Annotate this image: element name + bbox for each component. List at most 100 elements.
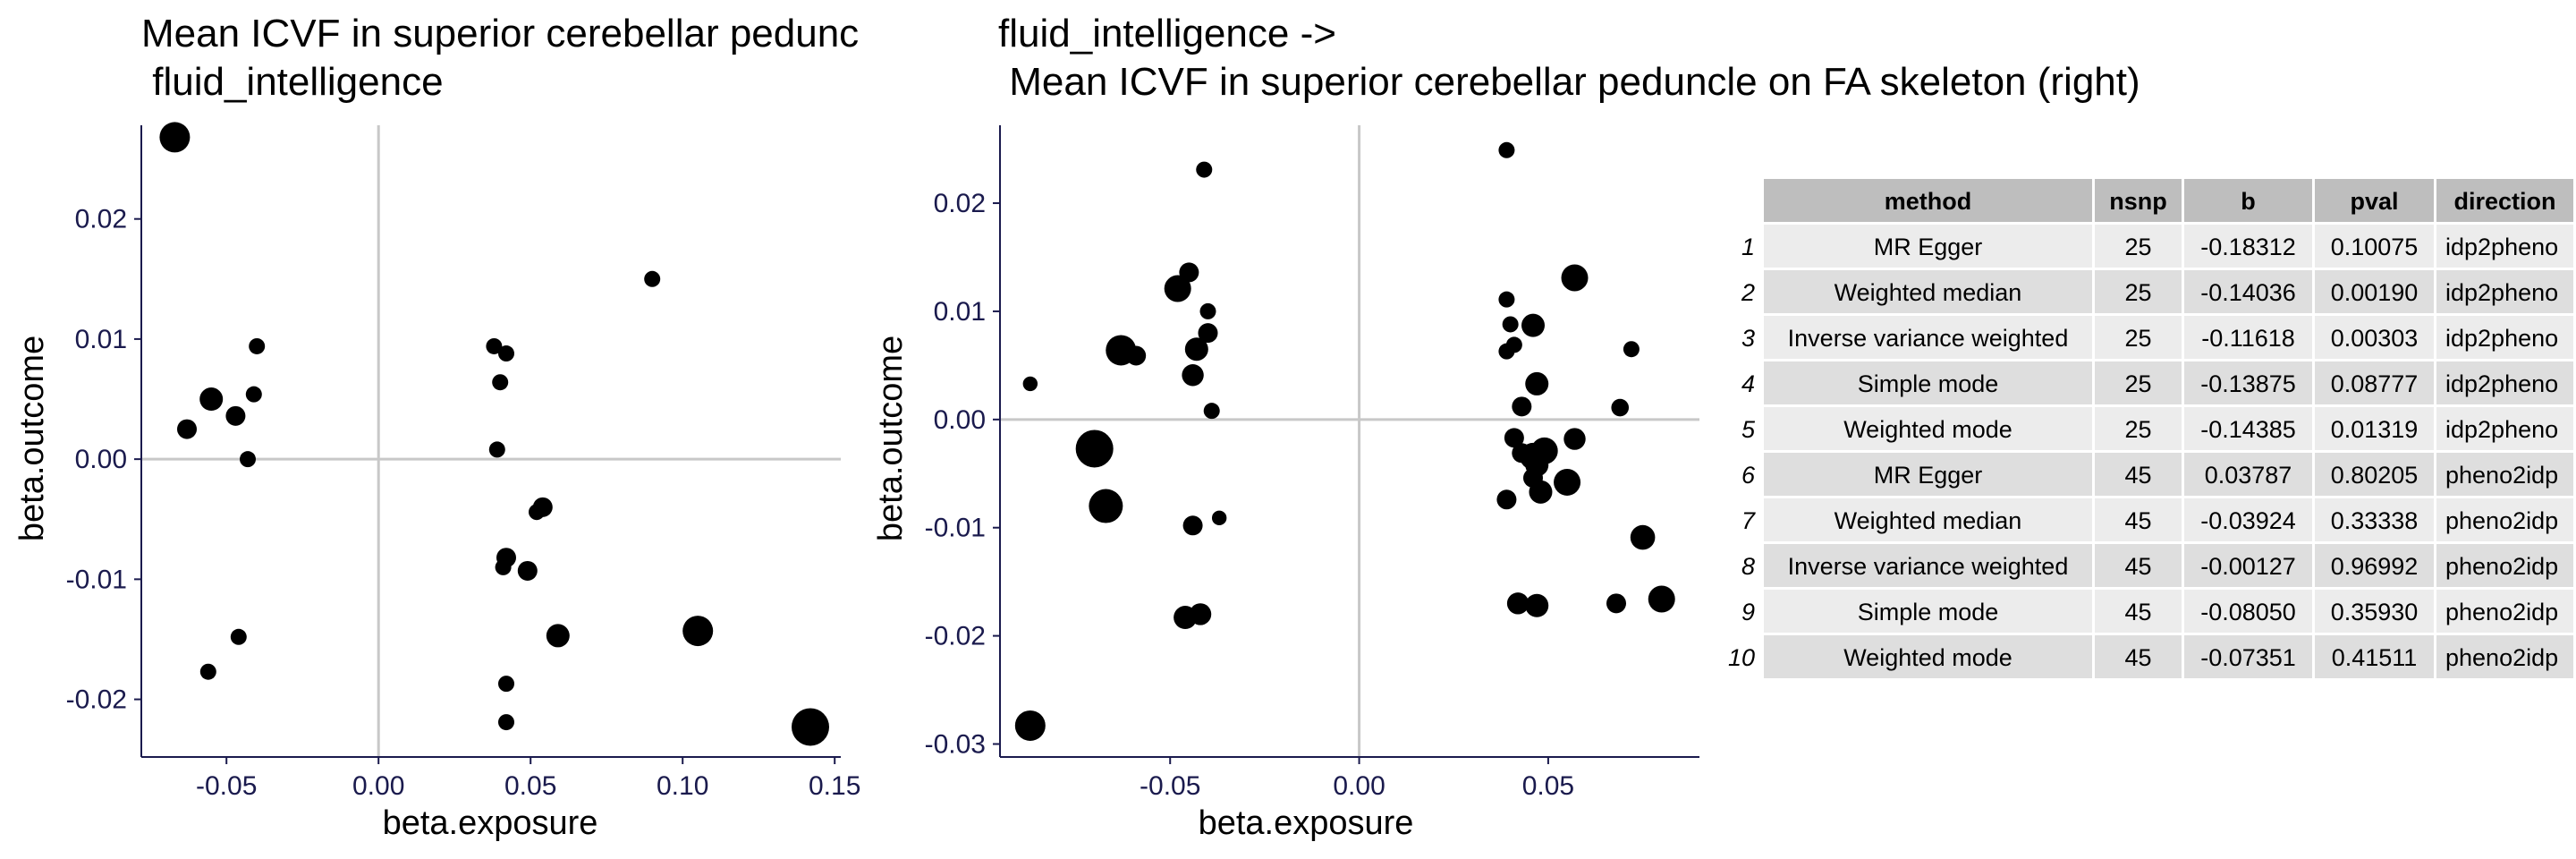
- table-cell: [2436, 316, 2573, 359]
- table-cell: [2095, 316, 2182, 359]
- panel1-data-point: [177, 419, 197, 439]
- table-cell-text: -0.03924: [2200, 507, 2296, 534]
- panel2-data-point: [1561, 264, 1589, 292]
- table-cell-text: 0.33338: [2331, 507, 2419, 534]
- table-cell-text: pheno2idp: [2445, 462, 2558, 489]
- table-row-number: 9: [1741, 599, 1755, 625]
- table-cell-text: 25: [2124, 234, 2151, 260]
- table-cell: [1764, 590, 2092, 633]
- table-cell-text: idp2pheno: [2445, 279, 2558, 306]
- table-cell-text: 0.00303: [2331, 325, 2419, 352]
- table-cell: [2436, 453, 2573, 496]
- panel2-data-point: [1184, 337, 1208, 361]
- panel2-data-point: [1182, 515, 1203, 536]
- table-cell-text: pheno2idp: [2445, 599, 2558, 625]
- table-cell: [2184, 498, 2312, 541]
- table-cell-text: 45: [2124, 507, 2151, 534]
- table-cell-text: Weighted median: [1835, 507, 2022, 534]
- table-cell-text: MR Egger: [1874, 234, 1983, 260]
- table-cell-text: MR Egger: [1874, 462, 1983, 489]
- panel1-data-point: [225, 405, 246, 426]
- panel2-x-axis-label: beta.exposure: [1199, 804, 1414, 842]
- table-cell: [2315, 498, 2434, 541]
- panel2-data-point: [1502, 316, 1519, 333]
- table-cell: [2095, 498, 2182, 541]
- table-cell-text: -0.07351: [2200, 644, 2296, 671]
- table-cell: [1764, 635, 2092, 678]
- table-cell: [2315, 544, 2434, 587]
- panel2-y-tick-label: 0.01: [934, 297, 986, 327]
- table-row-number: 2: [1741, 279, 1755, 306]
- panel2-data-point: [1496, 489, 1517, 510]
- panel2-data-point: [1211, 510, 1227, 526]
- panel2-data-point: [1189, 603, 1212, 625]
- panel1-data-point: [488, 441, 505, 458]
- table-cell-text: 45: [2124, 553, 2151, 580]
- table-cell: [1764, 361, 2092, 404]
- table-cell: [2315, 635, 2434, 678]
- panel1-data-point: [492, 374, 509, 391]
- panel2-data-point: [1196, 161, 1213, 178]
- panel1-data-point: [486, 337, 503, 354]
- table-cell: [2184, 225, 2312, 268]
- table-cell-text: 45: [2124, 644, 2151, 671]
- panel2-data-point: [1606, 593, 1627, 614]
- table-cell-text: 0.01319: [2331, 416, 2419, 443]
- table-cell-text: -0.08050: [2200, 599, 2296, 625]
- table-cell: [2184, 590, 2312, 633]
- table-cell-text: -0.14385: [2200, 416, 2296, 443]
- table-cell-text: 45: [2124, 599, 2151, 625]
- panel2-data-point: [1014, 710, 1046, 741]
- table-cell: [2184, 544, 2312, 587]
- panel1-data-point: [792, 708, 829, 746]
- panel1-y-tick-label: 0.02: [75, 205, 127, 234]
- table-header-label: method: [1885, 188, 1972, 215]
- table-cell: [2095, 225, 2182, 268]
- panel2-y-tick-label: -0.02: [925, 622, 986, 651]
- table-cell-text: 0.10075: [2331, 234, 2419, 260]
- table-cell-text: idp2pheno: [2445, 325, 2558, 352]
- table-cell-text: 0.35930: [2331, 599, 2419, 625]
- panel2-title-line2: Mean ICVF in superior cerebellar peduncl…: [998, 60, 2140, 104]
- panel2-data-point: [1525, 371, 1549, 395]
- table-cell: [2315, 590, 2434, 633]
- table-cell-text: 0.08777: [2331, 370, 2419, 397]
- table-header-cell: [2095, 179, 2182, 222]
- panel2-data-point: [1198, 323, 1218, 344]
- table-cell: [1764, 270, 2092, 313]
- table-cell-text: 25: [2124, 370, 2151, 397]
- panel2-data-point: [1504, 428, 1524, 448]
- table-cell: [2315, 316, 2434, 359]
- table-cell: [2436, 544, 2573, 587]
- panel2-data-point: [1164, 275, 1191, 302]
- table-cell-text: -0.14036: [2200, 279, 2296, 306]
- table-cell: [1764, 225, 2092, 268]
- table-cell-text: -0.13875: [2200, 370, 2296, 397]
- table-header-cell: [2315, 179, 2434, 222]
- table-cell-text: 45: [2124, 462, 2151, 489]
- panel2-data-point: [1623, 341, 1640, 358]
- panel2-data-point: [1089, 489, 1123, 523]
- table-cell: [2315, 225, 2434, 268]
- panel2-data-point: [1505, 336, 1522, 353]
- panel1-x-tick-label: 0.15: [809, 771, 860, 801]
- table-row-number: 3: [1741, 325, 1755, 352]
- panel1-title-line1: Mean ICVF in superior cerebellar peduncl…: [141, 12, 1319, 55]
- panel2-data-point: [1554, 468, 1581, 496]
- table-cell-text: idp2pheno: [2445, 416, 2558, 443]
- panel1-x-tick-label: 0.00: [352, 771, 404, 801]
- panel2-data-point: [1126, 345, 1147, 366]
- panel2-data-point: [1182, 364, 1204, 387]
- panel1-data-point: [245, 386, 262, 403]
- table-header-cell: [1764, 179, 2092, 222]
- table-cell: [2315, 407, 2434, 450]
- panel2-data-point: [1611, 398, 1630, 417]
- panel2-plot: -0.05 0.00 0.05 -0.03 -0.02 -0.01 0.00 0.01 0.02: [925, 125, 1699, 801]
- panel1-data-point: [230, 628, 247, 645]
- table-cell: [2184, 635, 2312, 678]
- panel2-y-tick-label: -0.03: [925, 729, 986, 759]
- panel2-y-axis-label: beta.outcome: [872, 336, 910, 541]
- table-cell: [2184, 316, 2312, 359]
- table-cell-text: Inverse variance weighted: [1788, 553, 2069, 580]
- panel1-x-tick-label: 0.05: [504, 771, 556, 801]
